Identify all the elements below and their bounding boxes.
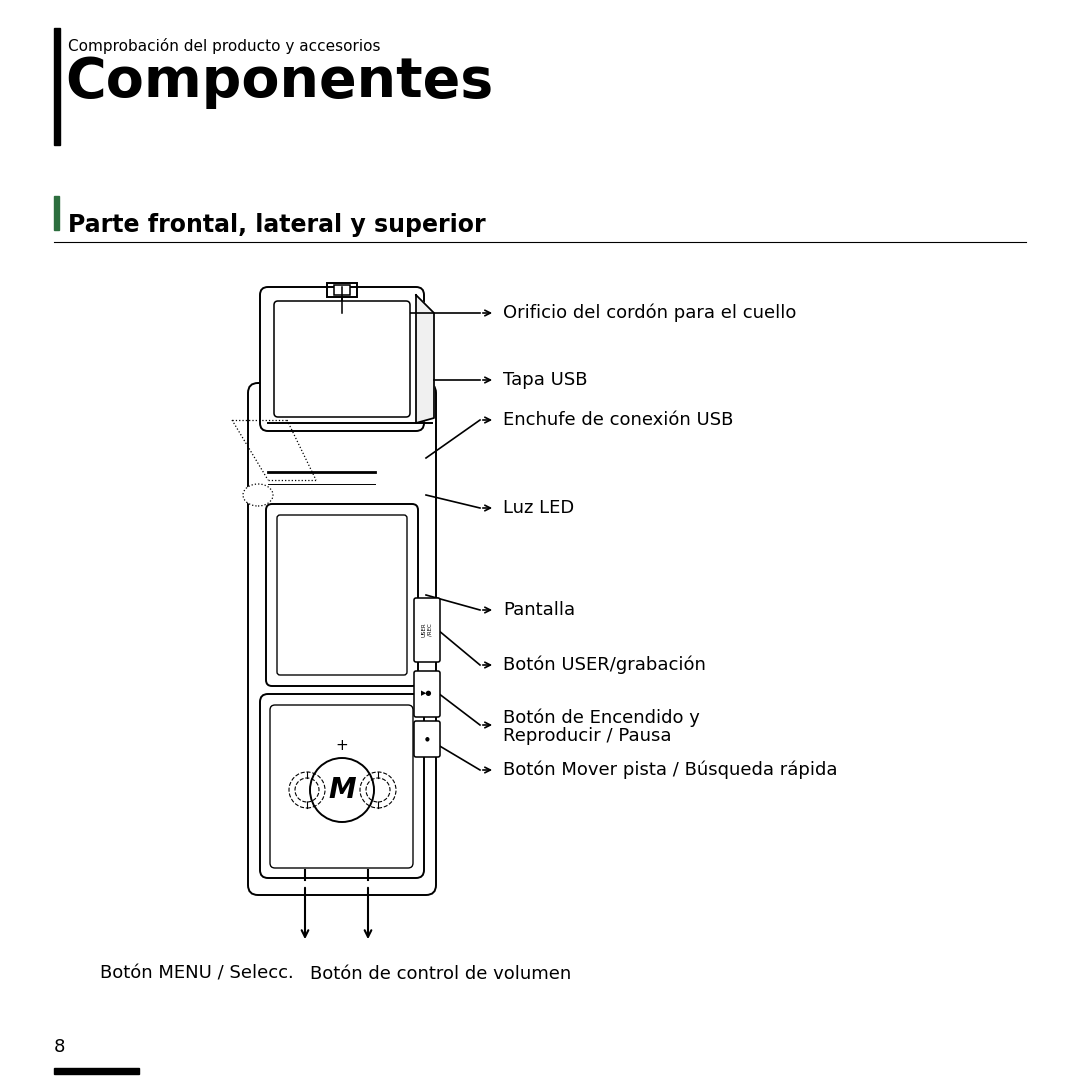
- Text: ●: ●: [424, 737, 430, 742]
- Bar: [327, 283, 357, 297]
- FancyBboxPatch shape: [414, 721, 440, 757]
- Text: Enchufe de conexión USB: Enchufe de conexión USB: [503, 411, 733, 429]
- Text: Botón USER/grabación: Botón USER/grabación: [503, 656, 706, 674]
- FancyBboxPatch shape: [414, 598, 440, 662]
- Bar: [54, 195, 59, 230]
- Text: 8: 8: [54, 1038, 66, 1056]
- Text: Parte frontal, lateral y superior: Parte frontal, lateral y superior: [68, 213, 486, 237]
- Text: Componentes: Componentes: [65, 55, 494, 109]
- FancyBboxPatch shape: [276, 515, 407, 675]
- Bar: [334, 285, 350, 295]
- FancyBboxPatch shape: [266, 504, 418, 686]
- FancyBboxPatch shape: [270, 705, 413, 868]
- Text: Botón de control de volumen: Botón de control de volumen: [310, 966, 571, 983]
- Text: USER
/REC: USER /REC: [421, 623, 432, 637]
- Text: ▶●: ▶●: [421, 690, 433, 696]
- Text: M: M: [328, 777, 355, 804]
- Text: Tapa USB: Tapa USB: [503, 372, 588, 389]
- Bar: [54, 1068, 139, 1074]
- Bar: [54, 28, 60, 145]
- FancyBboxPatch shape: [414, 671, 440, 717]
- Text: Comprobación del producto y accesorios: Comprobación del producto y accesorios: [68, 38, 380, 54]
- FancyBboxPatch shape: [260, 694, 424, 878]
- Text: Botón de Encendido y: Botón de Encendido y: [503, 708, 700, 727]
- FancyBboxPatch shape: [260, 287, 424, 431]
- Text: Luz LED: Luz LED: [503, 499, 575, 517]
- Text: Botón Mover pista / Búsqueda rápida: Botón Mover pista / Búsqueda rápida: [503, 760, 837, 780]
- Polygon shape: [416, 295, 434, 423]
- Text: Orificio del cordón para el cuello: Orificio del cordón para el cuello: [503, 303, 796, 322]
- Circle shape: [310, 758, 374, 822]
- FancyBboxPatch shape: [248, 383, 436, 895]
- Ellipse shape: [243, 484, 273, 507]
- Text: Pantalla: Pantalla: [503, 600, 576, 619]
- Text: Botón MENU / Selecc.: Botón MENU / Selecc.: [100, 966, 294, 983]
- FancyBboxPatch shape: [274, 301, 410, 417]
- Text: Reproducir / Pausa: Reproducir / Pausa: [503, 727, 672, 745]
- Text: +: +: [336, 738, 349, 753]
